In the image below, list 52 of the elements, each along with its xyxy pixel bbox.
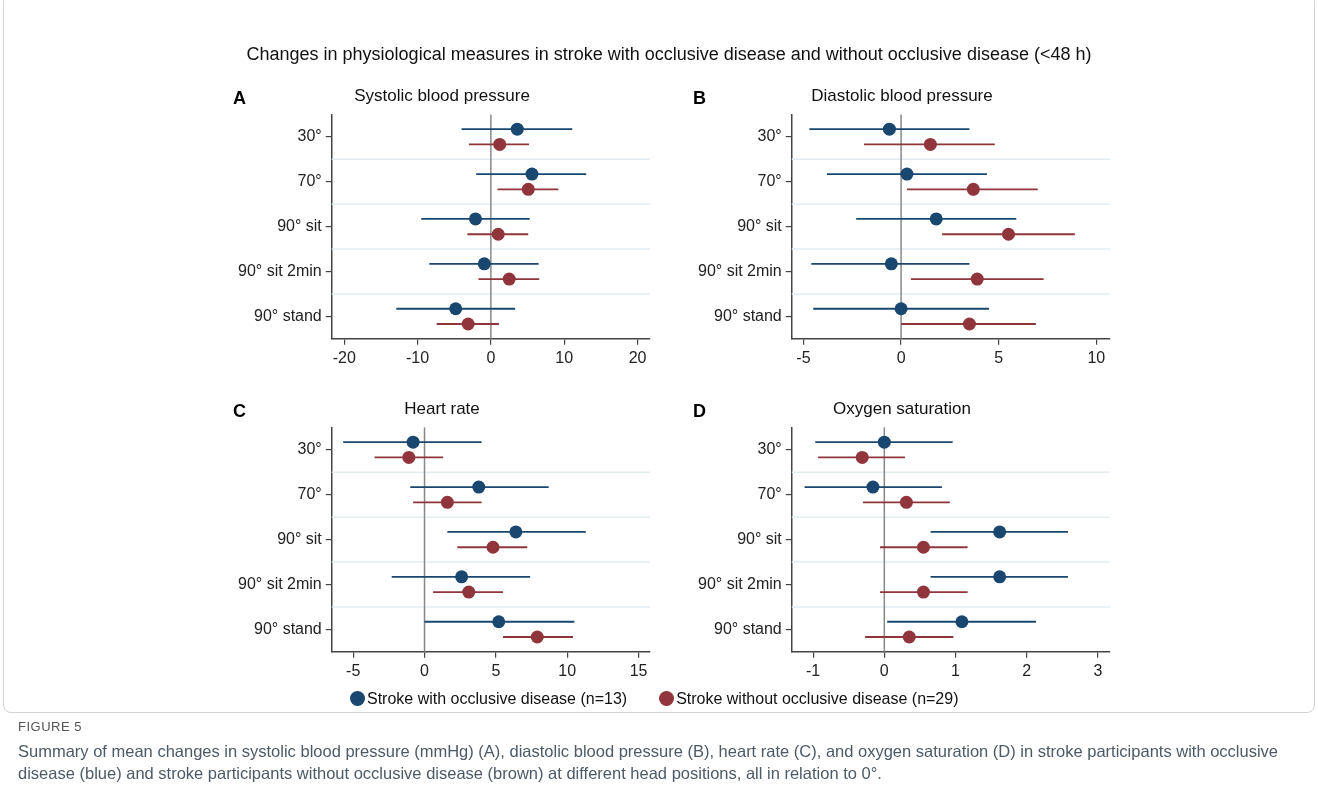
y-tick-label: 30° [297, 127, 322, 145]
legend-label: Stroke without occlusive disease (n=29) [675, 690, 959, 708]
y-tick-label: 90° sit 2min [698, 261, 782, 279]
chart-title: Oxygen saturation [833, 398, 971, 418]
x-tick-label: 0 [879, 661, 889, 679]
text: B [693, 88, 706, 109]
x-tick-label: -1 [806, 661, 821, 679]
x-tick-label: 3 [1093, 661, 1103, 679]
x-tick-label: -5 [346, 661, 361, 679]
y-tick-label: 90° sit [737, 530, 783, 548]
y-tick-label: 90° sit [277, 217, 323, 235]
x-tick-label: 10 [555, 348, 574, 366]
x-tick-label: 5 [491, 661, 501, 679]
y-tick-label: 90° sit 2min [698, 574, 782, 592]
y-tick-label: 30° [757, 440, 782, 458]
text: C [233, 401, 246, 422]
x-tick-label: -20 [332, 348, 356, 366]
y-tick-label: 90° sit 2min [238, 574, 322, 592]
text: D [693, 401, 706, 422]
chart-title: Diastolic blood pressure [811, 85, 993, 105]
y-tick-label: 70° [757, 172, 782, 190]
text: Summary of mean changes in systolic blood pressure (mmHg) (A), diastolic blood pressure (B), heart rate (C), and oxygen saturation (D) in stroke participants with occlusive disease (blue) and stroke participants without occlusive disease (brown) at different head positions, all in relation to 0°. [18, 741, 1279, 784]
x-tick-label: 10 [1087, 348, 1106, 366]
legend-label: Stroke with occlusive disease (n=13) [366, 690, 628, 708]
y-tick-label: 90° stand [253, 619, 322, 637]
x-tick-label: -5 [796, 348, 811, 366]
y-tick-label: 90° sit [277, 530, 323, 548]
x-tick-label: 2 [1022, 661, 1032, 679]
chart-title: Heart rate [404, 398, 480, 418]
y-tick-label: 90° sit 2min [238, 261, 322, 279]
caption: FIGURE 5 [18, 719, 83, 734]
y-tick-label: 70° [757, 485, 782, 503]
x-tick-label: 15 [629, 661, 648, 679]
y-tick-label: 30° [757, 127, 782, 145]
x-tick-label: -10 [405, 348, 430, 366]
chart-title: Systolic blood pressure [354, 85, 530, 105]
y-tick-label: 90° stand [713, 306, 782, 324]
text: A [233, 88, 246, 109]
x-tick-label: 1 [951, 661, 961, 679]
y-tick-label: 30° [297, 440, 322, 458]
y-tick-label: 90° stand [713, 619, 782, 637]
text: Changes in physiological measures in stroke with occlusive disease and without occlusive disease (<48 h) [245, 44, 1093, 65]
x-tick-label: 0 [896, 348, 906, 366]
x-tick-label: 0 [420, 661, 430, 679]
y-tick-label: 90° stand [253, 306, 322, 324]
x-tick-label: 10 [558, 661, 577, 679]
y-tick-label: 70° [297, 172, 322, 190]
x-tick-label: 0 [486, 348, 496, 366]
y-tick-label: 90° sit [737, 217, 783, 235]
y-tick-label: 70° [297, 485, 322, 503]
x-tick-label: 5 [994, 348, 1004, 366]
x-tick-label: 20 [628, 348, 647, 366]
